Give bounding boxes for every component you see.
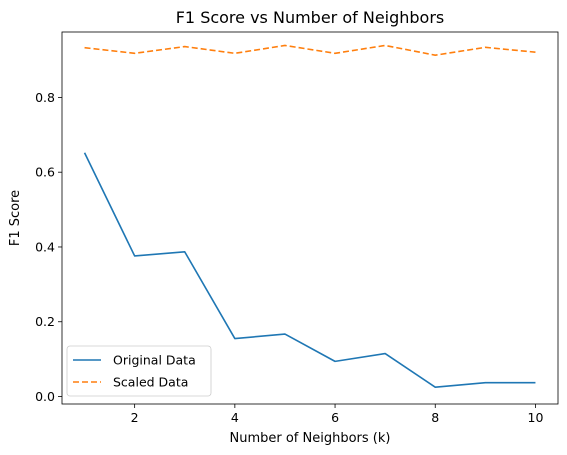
x-tick-label-0: 2: [131, 410, 139, 425]
x-tick-label-4: 10: [528, 410, 544, 425]
y-tick-label-0: 0.0: [35, 389, 55, 404]
y-axis-label: F1 Score: [8, 190, 23, 246]
legend: Original Data Scaled Data: [66, 345, 212, 397]
y-tick-label-3: 0.6: [35, 165, 55, 180]
x-axis: 2 4 6 8 10: [131, 404, 544, 425]
x-tick-label-2: 6: [331, 410, 339, 425]
y-tick-label-1: 0.2: [35, 314, 55, 329]
plot-frame: [61, 31, 559, 405]
x-tick-label-3: 8: [431, 410, 439, 425]
y-axis: 0.0 0.2 0.4 0.6 0.8: [35, 90, 62, 404]
legend-box: [66, 345, 212, 397]
y-tick-label-2: 0.4: [35, 239, 55, 254]
plot-area: [83, 44, 536, 388]
legend-label-1: Scaled Data: [113, 375, 188, 390]
x-tick-label-1: 4: [231, 410, 239, 425]
y-tick-label-4: 0.8: [35, 90, 55, 105]
legend-label-0: Original Data: [113, 353, 196, 368]
series-line-1: [84, 44, 536, 56]
series-line-0: [83, 152, 536, 388]
x-axis-label: Number of Neighbors (k): [230, 431, 391, 446]
chart-title: F1 Score vs Number of Neighbors: [176, 8, 445, 27]
